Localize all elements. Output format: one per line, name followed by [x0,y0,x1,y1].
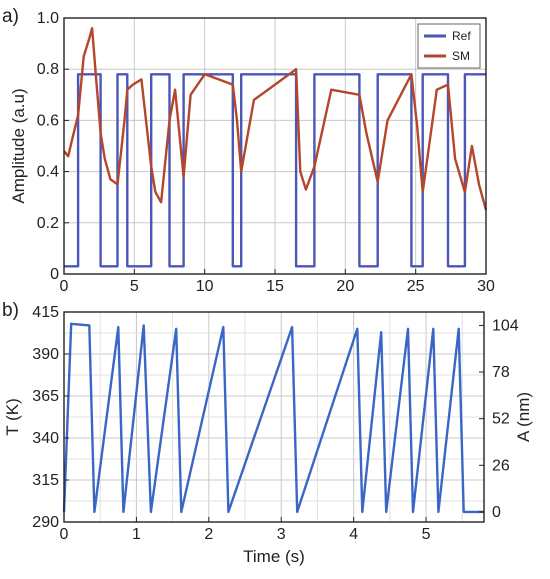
panel-label: b) [2,300,19,321]
panel-label: a) [2,6,19,27]
y-tick-label: 340 [32,430,59,447]
x-tick-label: 10 [196,278,214,295]
y-tick-label: 315 [32,472,59,489]
y-tick-label: 0.8 [37,61,59,78]
legend-label-sm: SM [452,49,470,63]
y-tick-label: 0.2 [37,215,59,232]
legend-label-ref: Ref [452,29,471,43]
y-tick-label: 415 [32,304,59,321]
chart-panel-1: 0 1 2 3 4 5 290 315 340 365 390 415 0 26 52 78 104 T (K) A… [2,300,533,566]
y-right-tick-label: 26 [492,457,510,474]
x-tick-label: 0 [60,526,69,543]
chart-panel-0: 0 5 10 15 20 25 30 0 0.2 0.4 0.6 0.8 1.0 Amplitude (a… [2,6,495,295]
x-tick-label: 20 [336,278,354,295]
y-right-tick-label: 104 [492,317,519,334]
x-tick-label: 25 [407,278,425,295]
plot-frame [63,311,485,523]
y-right-tick-label: 78 [492,364,510,381]
y-right-tick-label: 52 [492,411,510,428]
y-tick-label: 0 [50,266,59,283]
x-tick-label: 4 [349,526,358,543]
y-tick-label: 390 [32,346,59,363]
y-tick-label: 0.6 [37,112,59,129]
y-axis-label: T (K) [3,398,22,435]
x-axis-label: Time (s) [243,547,305,566]
series-line-temperature [62,322,484,514]
x-tick-label: 0 [60,278,69,295]
legend-box [417,23,481,69]
y-right-tick-label: 0 [492,504,501,521]
x-tick-label: 30 [477,278,495,295]
x-tick-label: 2 [204,526,213,543]
y-axis-label: Amplitude (a.u) [9,88,28,203]
series-line-sm [63,27,488,211]
x-tick-label: 1 [132,526,141,543]
x-tick-label: 5 [130,278,139,295]
legend: Ref SM [417,23,481,69]
x-tick-label: 3 [277,526,286,543]
y-tick-label: 0.4 [37,164,59,181]
y-tick-label: 290 [32,514,59,531]
x-tick-label: 15 [266,278,284,295]
x-tick-label: 5 [422,526,431,543]
y-tick-label: 1.0 [37,10,59,27]
y-tick-label: 365 [32,388,59,405]
y-right-axis-label: A (nm) [514,392,533,442]
